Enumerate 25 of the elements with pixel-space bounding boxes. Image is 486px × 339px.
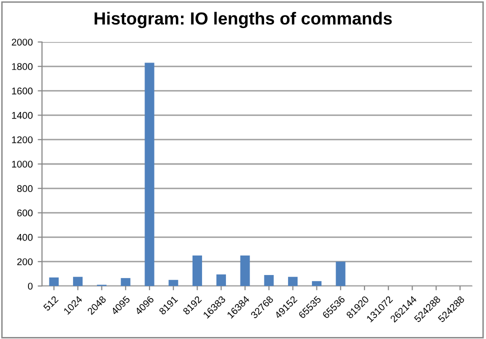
y-tick-label: 600 bbox=[17, 210, 33, 216]
bar bbox=[144, 62, 154, 286]
x-tick-label: 512 bbox=[42, 296, 59, 312]
y-tick-label: 1000 bbox=[12, 160, 33, 168]
y-tick-label: 1800 bbox=[12, 63, 33, 70]
y-tick-label: 2000 bbox=[12, 38, 33, 46]
bar bbox=[216, 274, 226, 286]
bar bbox=[120, 278, 130, 286]
chart-title: Histogram: IO lengths of commands bbox=[94, 12, 392, 28]
bar bbox=[240, 256, 250, 286]
y-tick-label: 0 bbox=[28, 282, 33, 290]
bar bbox=[49, 277, 59, 286]
bar bbox=[312, 281, 322, 286]
bar bbox=[264, 275, 274, 286]
y-tick-label: 1400 bbox=[12, 112, 33, 119]
bar bbox=[73, 276, 83, 286]
bar bbox=[192, 256, 202, 286]
y-tick-label: 1200 bbox=[12, 136, 33, 144]
bar bbox=[336, 262, 346, 286]
y-tick-label: 200 bbox=[17, 258, 33, 266]
y-tick-label: 400 bbox=[16, 234, 33, 241]
bar bbox=[168, 280, 178, 286]
y-tick-label: 800 bbox=[17, 185, 33, 192]
bar bbox=[288, 276, 298, 286]
y-tick-label: 1600 bbox=[12, 88, 33, 94]
